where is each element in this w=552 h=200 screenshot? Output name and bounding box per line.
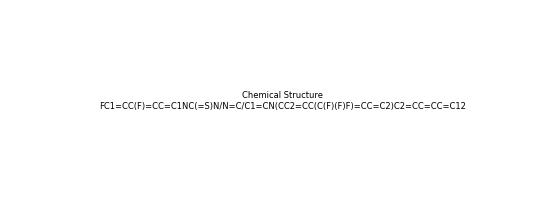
Text: Chemical Structure
FC1=CC(F)=CC=C1NC(=S)N/N=C/C1=CN(CC2=CC(C(F)(F)F)=CC=C2)C2=CC: Chemical Structure FC1=CC(F)=CC=C1NC(=S)…: [99, 91, 466, 111]
